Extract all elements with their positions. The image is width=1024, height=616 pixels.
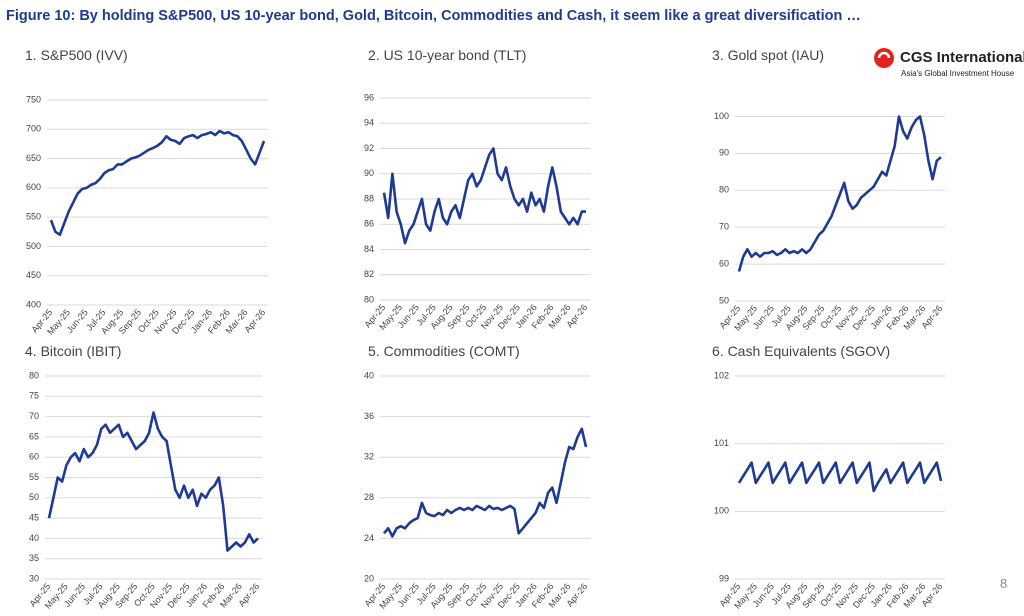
data-line — [49, 129, 266, 236]
y-tick-label: 45 — [29, 512, 39, 522]
y-tick-label: 80 — [719, 185, 729, 195]
page-number: 8 — [1000, 576, 1007, 591]
y-tick-label: 90 — [364, 168, 374, 178]
y-tick-label: 40 — [29, 533, 39, 543]
logo-icon — [874, 48, 894, 68]
y-tick-label: 80 — [364, 294, 374, 304]
data-line — [737, 115, 942, 272]
y-tick-label: 100 — [714, 506, 729, 516]
y-tick-label: 35 — [29, 553, 39, 563]
chart-title: 2. US 10-year bond (TLT) — [368, 47, 526, 63]
y-tick-label: 94 — [364, 118, 374, 128]
y-tick-label: 50 — [719, 295, 729, 305]
y-tick-label: 28 — [364, 492, 374, 502]
y-tick-label: 86 — [364, 219, 374, 229]
y-tick-label: 88 — [364, 193, 374, 203]
y-tick-label: 40 — [364, 370, 374, 380]
y-tick-label: 50 — [29, 492, 39, 502]
y-tick-label: 90 — [719, 148, 729, 158]
logo-tagline: Asia's Global Investment House — [901, 69, 1015, 78]
y-tick-label: 84 — [364, 244, 374, 254]
y-tick-label: 600 — [26, 182, 41, 192]
logo-name: CGS International — [900, 49, 1024, 66]
y-tick-label: 102 — [714, 370, 729, 380]
y-tick-label: 101 — [714, 438, 729, 448]
data-line — [737, 461, 943, 493]
y-tick-label: 99 — [719, 573, 729, 583]
chart-title: 5. Commodities (COMT) — [368, 343, 520, 359]
data-line — [383, 427, 588, 538]
chart-title: 4. Bitcoin (IBIT) — [25, 343, 121, 359]
y-tick-label: 24 — [364, 533, 374, 543]
logo: CGS International Asia's Global Investme… — [874, 48, 1024, 78]
y-tick-label: 700 — [26, 124, 41, 134]
y-tick-label: 80 — [29, 370, 39, 380]
y-tick-label: 65 — [29, 431, 39, 441]
chart-title: 6. Cash Equivalents (SGOV) — [712, 343, 890, 359]
y-tick-label: 55 — [29, 472, 39, 482]
data-line — [382, 147, 586, 245]
y-tick-label: 92 — [364, 143, 374, 153]
y-tick-label: 70 — [29, 411, 39, 421]
y-tick-label: 750 — [26, 94, 41, 104]
chart-title: 3. Gold spot (IAU) — [712, 47, 824, 63]
y-tick-label: 500 — [26, 241, 41, 251]
y-tick-label: 70 — [719, 222, 729, 232]
chart-title: 1. S&P500 (IVV) — [25, 47, 128, 63]
y-tick-label: 650 — [26, 153, 41, 163]
figure-title: Figure 10: By holding S&P500, US 10-year… — [6, 8, 861, 24]
y-tick-label: 32 — [364, 452, 374, 462]
y-tick-label: 450 — [26, 270, 41, 280]
y-tick-label: 20 — [364, 573, 374, 583]
y-tick-label: 96 — [364, 92, 374, 102]
y-tick-label: 400 — [26, 299, 41, 309]
y-tick-label: 550 — [26, 212, 41, 222]
logo-swoosh — [877, 51, 891, 59]
y-tick-label: 30 — [29, 573, 39, 583]
y-tick-label: 75 — [29, 391, 39, 401]
y-tick-label: 36 — [364, 411, 374, 421]
y-tick-label: 60 — [719, 258, 729, 268]
data-line — [47, 411, 259, 552]
y-tick-label: 100 — [714, 111, 729, 121]
y-tick-label: 60 — [29, 452, 39, 462]
y-tick-label: 82 — [364, 269, 374, 279]
